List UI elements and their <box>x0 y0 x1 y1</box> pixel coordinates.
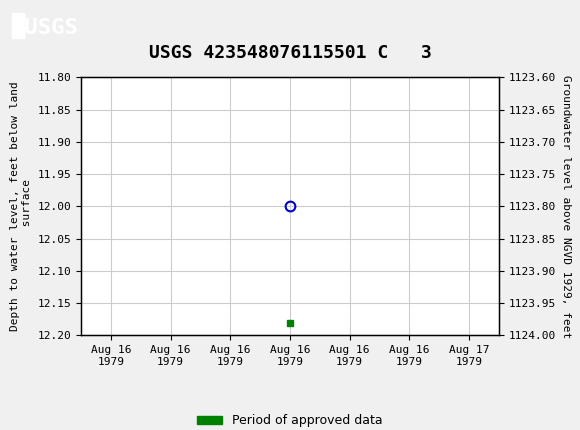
Text: USGS 423548076115501 C   3: USGS 423548076115501 C 3 <box>148 44 432 62</box>
Text: █USGS: █USGS <box>12 13 78 39</box>
Legend: Period of approved data: Period of approved data <box>192 409 388 430</box>
Y-axis label: Depth to water level, feet below land
 surface: Depth to water level, feet below land su… <box>10 82 32 331</box>
Y-axis label: Groundwater level above NGVD 1929, feet: Groundwater level above NGVD 1929, feet <box>561 75 571 338</box>
